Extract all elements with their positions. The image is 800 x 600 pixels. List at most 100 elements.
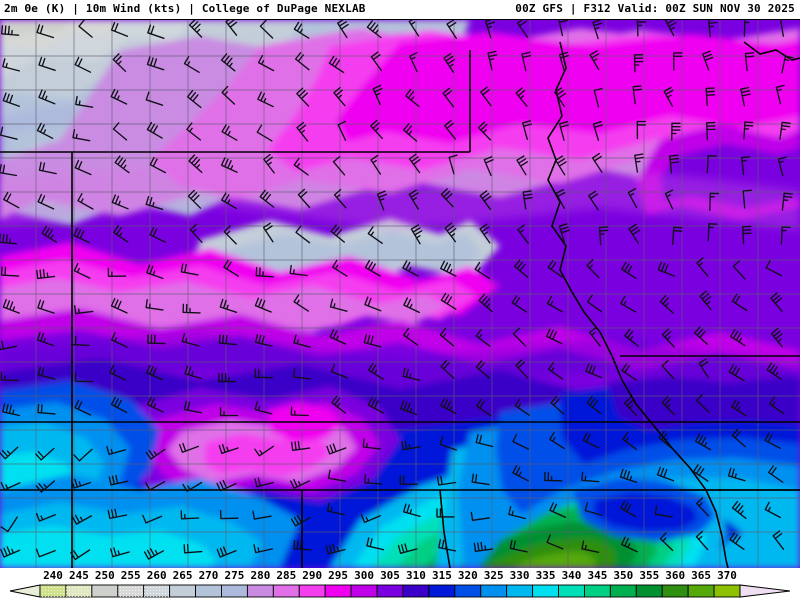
colorbar-swatch[interactable] — [402, 584, 430, 598]
wind-barb — [1, 25, 20, 36]
wind-barb — [673, 52, 683, 71]
wind-barb — [0, 164, 18, 177]
wind-barb — [632, 85, 643, 105]
colorbar-swatch[interactable] — [298, 584, 326, 598]
wind-barb — [581, 540, 600, 553]
colorbar-swatch[interactable] — [713, 584, 741, 598]
wind-barb — [293, 157, 309, 176]
wind-barb — [729, 532, 745, 550]
wind-barb — [446, 20, 457, 40]
wind-barb — [221, 85, 236, 105]
wind-barb — [549, 502, 566, 518]
wind-barb — [436, 475, 457, 486]
wind-barb — [743, 20, 750, 37]
wind-barb — [728, 364, 745, 382]
wind-barb — [707, 20, 718, 38]
wind-barb — [729, 329, 746, 347]
wind-barb — [696, 257, 709, 277]
colorbar-swatch[interactable] — [506, 584, 534, 598]
colorbar-swatch[interactable] — [480, 584, 508, 598]
colorbar-swatch[interactable] — [428, 584, 456, 598]
wind-barb — [370, 154, 382, 175]
wind-barb — [70, 549, 91, 561]
wind-barb — [780, 226, 791, 245]
wind-barb — [622, 432, 638, 451]
wind-barb — [221, 192, 238, 210]
colorbar-swatch[interactable] — [635, 584, 663, 598]
wind-barb — [659, 532, 674, 552]
map-canvas — [0, 20, 800, 568]
wind-barb — [180, 510, 200, 520]
colorbar-swatches[interactable] — [0, 584, 800, 598]
wind-barb — [442, 87, 455, 108]
wind-barb — [444, 120, 456, 140]
wind-barb — [297, 188, 311, 209]
wind-barb — [186, 89, 202, 109]
colorbar-swatch[interactable] — [532, 584, 559, 598]
wind-barb — [254, 401, 273, 415]
wind-barb — [780, 20, 784, 37]
colorbar-swatch[interactable] — [609, 584, 637, 598]
wind-barb — [145, 91, 164, 106]
wind-barb — [221, 124, 238, 141]
wind-barb — [475, 434, 494, 448]
wind-barb — [658, 430, 673, 450]
colorbar-swatch[interactable] — [195, 584, 222, 598]
wind-barb — [0, 340, 18, 351]
wind-barb — [181, 333, 200, 347]
colorbar-swatch-hatch — [40, 585, 66, 597]
wind-barb — [71, 514, 93, 525]
wind-barb — [661, 396, 675, 416]
wind-barb — [184, 365, 203, 380]
wind-barb — [664, 189, 674, 210]
wind-barb — [146, 56, 165, 71]
colorbar-swatch[interactable] — [350, 584, 378, 598]
wind-barb — [545, 328, 563, 345]
wind-barb — [732, 260, 746, 280]
wind-barb — [110, 21, 129, 37]
wind-barb — [111, 332, 128, 348]
colorbar-swatch[interactable] — [583, 584, 611, 598]
wind-barb — [223, 259, 239, 277]
wind-barb — [440, 260, 457, 277]
colorbar-tick-label: 240 — [43, 569, 63, 582]
wind-barb — [254, 333, 273, 347]
wind-barb — [474, 261, 491, 280]
colorbar-tick-label: 290 — [302, 569, 323, 582]
theta-e-fill-layer — [0, 20, 800, 568]
colorbar-swatch[interactable] — [272, 584, 300, 598]
wind-barb — [621, 261, 637, 279]
colorbar[interactable]: 240 245 250 255 260 265 270 275 280 285 290 295 300 3… — [0, 568, 800, 600]
wind-barb — [328, 55, 345, 74]
wind-barb — [403, 297, 420, 314]
wind-barb — [781, 55, 794, 74]
wind-barb — [188, 154, 203, 174]
colorbar-swatch[interactable] — [661, 584, 689, 598]
colorbar-swatch[interactable] — [558, 584, 585, 598]
colorbar-swatch[interactable] — [687, 584, 715, 598]
wind-barb — [183, 400, 202, 414]
wind-barb — [108, 474, 129, 486]
wind-barb — [584, 502, 603, 516]
wind-barb — [589, 50, 600, 71]
wind-barb — [770, 327, 783, 348]
wind-barb — [661, 328, 675, 348]
colorbar-swatch[interactable] — [376, 584, 404, 598]
wind-barb — [295, 225, 311, 244]
colorbar-swatch[interactable] — [221, 584, 248, 598]
colorbar-swatch[interactable] — [324, 584, 352, 598]
colorbar-swatch[interactable] — [169, 584, 197, 598]
wind-barb — [220, 157, 238, 173]
wind-barb — [692, 464, 709, 482]
colorbar-swatch[interactable] — [246, 584, 274, 598]
wind-barb — [0, 446, 19, 460]
wind-barb — [36, 331, 55, 347]
map-viewport[interactable] — [0, 19, 800, 568]
colorbar-swatch[interactable] — [454, 584, 482, 598]
wind-barb — [254, 445, 275, 457]
wind-barb — [256, 124, 273, 142]
wind-barb — [628, 223, 641, 244]
colorbar-swatch[interactable] — [91, 584, 119, 598]
wind-barb — [706, 121, 716, 141]
wind-barb — [741, 156, 751, 176]
